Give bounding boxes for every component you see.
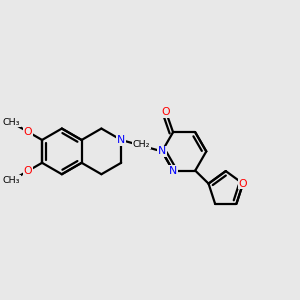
Text: N: N <box>169 166 177 176</box>
Text: CH₃: CH₃ <box>2 176 20 185</box>
Text: N: N <box>158 146 166 156</box>
Text: O: O <box>23 166 32 176</box>
Text: CH₃: CH₃ <box>2 118 20 127</box>
Text: O: O <box>162 107 170 117</box>
Text: O: O <box>239 178 247 189</box>
Text: O: O <box>23 127 32 136</box>
Text: N: N <box>117 135 125 145</box>
Text: CH₂: CH₂ <box>133 140 150 149</box>
